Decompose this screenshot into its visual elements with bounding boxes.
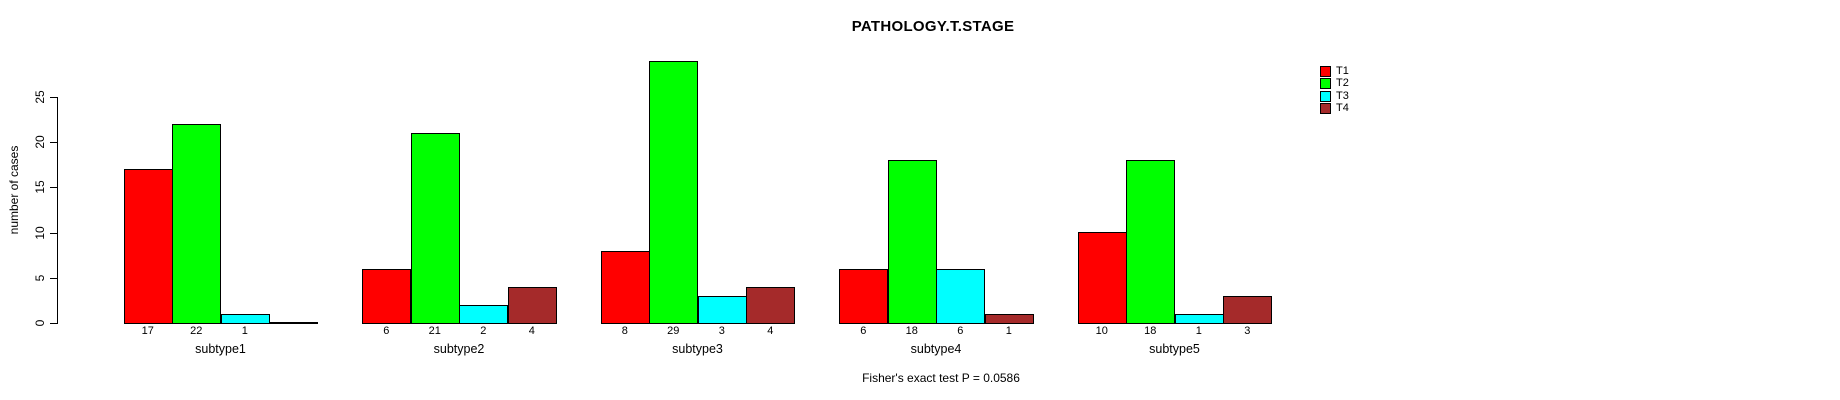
legend-color-swatch-T2 (1320, 78, 1331, 89)
bar-T1-subtype2 (362, 269, 411, 324)
legend-color-swatch-T1 (1320, 65, 1331, 77)
bar-T1-subtype4 (839, 269, 888, 324)
y-axis-line (57, 96, 58, 324)
bar-value-T4-subtype2: 4 (528, 325, 535, 337)
y-tick-15 (50, 187, 57, 189)
bar-value-T1-subtype2: 6 (383, 325, 390, 337)
y-tick-10 (50, 232, 57, 234)
bar-T1-subtype5 (1077, 232, 1127, 324)
bar-T4-subtype4 (984, 314, 1034, 324)
bar-T3-subtype5 (1174, 314, 1224, 324)
bar-T3-subtype4 (936, 269, 985, 324)
y-tick-label-15: 15 (33, 180, 47, 194)
fisher-test-annotation: Fisher's exact test P = 0.0586 (862, 371, 1020, 385)
category-label-subtype1: subtype1 (195, 342, 246, 356)
legend-label-T2: T2 (1336, 77, 1349, 89)
legend-color-swatch-T4 (1320, 103, 1331, 114)
bar-T3-subtype1 (220, 314, 270, 324)
bar-value-T2-subtype2: 21 (428, 325, 441, 337)
bar-value-T3-subtype2: 2 (480, 325, 487, 337)
bar-value-T1-subtype1: 17 (141, 325, 154, 337)
category-label-subtype4: subtype4 (910, 342, 962, 356)
bar-T3-subtype3 (697, 296, 747, 324)
bar-T3-subtype2 (459, 305, 508, 324)
legend-label-T3: T3 (1336, 89, 1349, 102)
bar-T2-subtype5 (1126, 160, 1175, 324)
y-tick-label-20: 20 (33, 135, 47, 149)
legend-item-T2: T2 (1320, 78, 1349, 89)
bar-value-T2-subtype1: 22 (190, 325, 203, 337)
legend-item-T3: T3 (1320, 89, 1349, 102)
legend-color-swatch-T3 (1320, 90, 1331, 102)
bar-value-T4-subtype3: 4 (767, 325, 774, 337)
bar-T1-subtype1 (123, 169, 173, 324)
bar-T4-subtype3 (746, 287, 795, 324)
bar-value-T3-subtype1: 1 (241, 325, 248, 337)
legend-label-T4: T4 (1336, 102, 1349, 114)
bar-T2-subtype4 (887, 160, 937, 324)
y-tick-label-5: 5 (33, 274, 47, 282)
category-label-subtype5: subtype5 (1149, 342, 1200, 356)
bar-value-T3-subtype4: 6 (957, 325, 964, 337)
bar-value-T1-subtype3: 8 (621, 325, 628, 337)
bar-value-T4-subtype4: 1 (1005, 325, 1012, 337)
bar-value-T4-subtype5: 3 (1244, 325, 1251, 337)
bar-value-T1-subtype5: 10 (1095, 325, 1108, 337)
y-axis-label: number of cases (7, 145, 21, 235)
y-tick-5 (50, 277, 57, 279)
bar-T4-subtype2 (507, 287, 557, 324)
bar-T4-subtype5 (1223, 296, 1272, 324)
bar-value-T3-subtype3: 3 (718, 325, 725, 337)
y-tick-0 (50, 323, 57, 324)
bar-value-T1-subtype4: 6 (860, 325, 867, 337)
bar-T1-subtype3 (600, 251, 650, 324)
bar-value-T2-subtype4: 18 (905, 325, 918, 337)
y-tick-label-10: 10 (33, 225, 47, 240)
y-tick-25 (50, 96, 57, 98)
legend-item-T1: T1 (1320, 64, 1349, 77)
legend-label-T1: T1 (1336, 64, 1349, 77)
y-tick-label-0: 0 (33, 319, 47, 327)
bar-value-T2-subtype3: 29 (667, 325, 680, 337)
bar-T4-subtype1 (269, 322, 318, 324)
bar-T2-subtype3 (649, 61, 698, 324)
legend-item-T4: T4 (1320, 103, 1349, 114)
chart-title: PATHOLOGY.T.STAGE (851, 18, 1015, 35)
bar-T2-subtype1 (172, 124, 221, 324)
y-tick-label-25: 25 (33, 90, 47, 104)
category-label-subtype2: subtype2 (433, 342, 485, 356)
y-tick-20 (50, 142, 57, 143)
bar-value-T3-subtype5: 1 (1195, 325, 1202, 337)
bar-value-T2-subtype5: 18 (1144, 325, 1157, 337)
category-label-subtype3: subtype3 (672, 342, 723, 356)
bar-T2-subtype2 (410, 133, 460, 324)
